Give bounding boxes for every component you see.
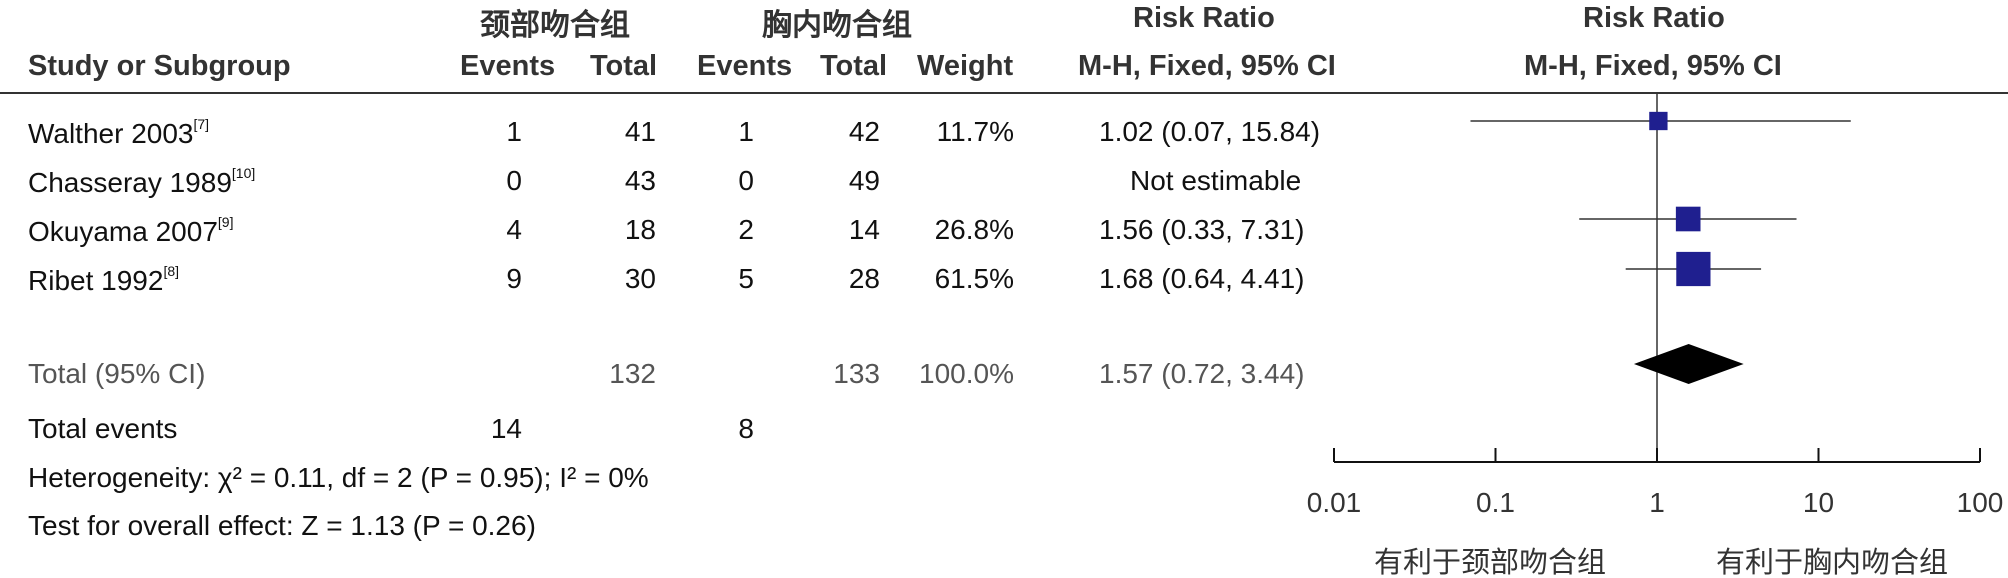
study-name: Walther 2003[7] <box>28 116 210 149</box>
total-right: 133 <box>833 358 880 389</box>
study-name: Chasseray 1989[10] <box>28 165 256 198</box>
study-events-right: 0 <box>738 165 754 196</box>
rr-title-plot: Risk Ratio <box>1583 2 1725 34</box>
col-study-header: Study or Subgroup <box>28 50 291 82</box>
study-total-left: 30 <box>624 263 656 294</box>
favours-left-label: 有利于颈部吻合组 <box>1374 546 1606 578</box>
study-total-right: 49 <box>848 165 880 196</box>
rr-method-plot: M-H, Fixed, 95% CI <box>1524 50 1782 82</box>
rr-method-table: M-H, Fixed, 95% CI <box>1078 50 1336 82</box>
study-ref: [8] <box>163 263 180 279</box>
study-ci: 1.02 (0.07, 15.84) <box>1099 116 1321 147</box>
col-events-left-header: Events <box>460 50 556 82</box>
x-tick-label: 10 <box>1803 487 1834 518</box>
total-events-right: 8 <box>738 413 754 444</box>
study-ci: 1.68 (0.64, 4.41) <box>1099 263 1305 294</box>
favours-right-label: 有利于胸内吻合组 <box>1716 546 1948 578</box>
x-tick-label: 1 <box>1649 487 1665 518</box>
study-total-left: 43 <box>624 165 656 196</box>
study-events-left: 4 <box>506 214 522 245</box>
point-estimate-square <box>1675 206 1701 232</box>
col-total-right-header: Total <box>820 50 888 82</box>
total-left: 132 <box>609 358 656 389</box>
study-total-right: 42 <box>848 116 880 147</box>
study-events-right: 2 <box>738 214 754 245</box>
col-events-right-header: Events <box>697 50 793 82</box>
study-total-left: 18 <box>624 214 656 245</box>
x-tick-label: 0.01 <box>1307 487 1362 518</box>
total-label: Total (95% CI) <box>28 358 206 389</box>
study-events-left: 0 <box>506 165 522 196</box>
study-weight: 61.5% <box>934 263 1014 294</box>
study-ref: [9] <box>217 214 234 230</box>
study-name: Ribet 1992[8] <box>28 263 180 296</box>
study-total-right: 14 <box>848 214 880 245</box>
point-estimate-square <box>1676 251 1711 287</box>
study-ref: [7] <box>193 116 210 132</box>
study-weight: 11.7% <box>936 116 1014 147</box>
total-events-label: Total events <box>28 413 178 444</box>
study-events-left: 9 <box>506 263 522 294</box>
group-left-header: 颈部吻合组 <box>480 9 630 42</box>
heterogeneity-text: Heterogeneity: χ² = 0.11, df = 2 (P = 0.… <box>28 462 649 493</box>
study-events-left: 1 <box>506 116 522 147</box>
x-tick-label: 0.1 <box>1476 487 1515 518</box>
study-ci: Not estimable <box>1130 165 1302 196</box>
study-events-right: 5 <box>738 263 754 294</box>
header-rule <box>0 92 2008 94</box>
x-tick-label: 100 <box>1957 487 2004 518</box>
group-right-header: 胸内吻合组 <box>762 9 912 42</box>
study-total-left: 41 <box>624 116 656 147</box>
overall-effect-text: Test for overall effect: Z = 1.13 (P = 0… <box>28 510 536 541</box>
total-ci: 1.57 (0.72, 3.44) <box>1099 358 1305 389</box>
col-weight-header: Weight <box>917 50 1014 82</box>
point-estimate-square <box>1649 111 1668 131</box>
study-events-right: 1 <box>738 116 754 147</box>
study-ref: [10] <box>231 165 256 181</box>
total-weight: 100.0% <box>919 358 1014 389</box>
col-total-left-header: Total <box>590 50 658 82</box>
study-weight: 26.8% <box>934 214 1014 245</box>
study-total-right: 28 <box>848 263 880 294</box>
summary-diamond <box>1633 344 1744 384</box>
rr-title-table: Risk Ratio <box>1133 2 1275 34</box>
study-name: Okuyama 2007[9] <box>28 214 234 247</box>
study-ci: 1.56 (0.33, 7.31) <box>1099 214 1305 245</box>
total-events-left: 14 <box>490 413 522 444</box>
